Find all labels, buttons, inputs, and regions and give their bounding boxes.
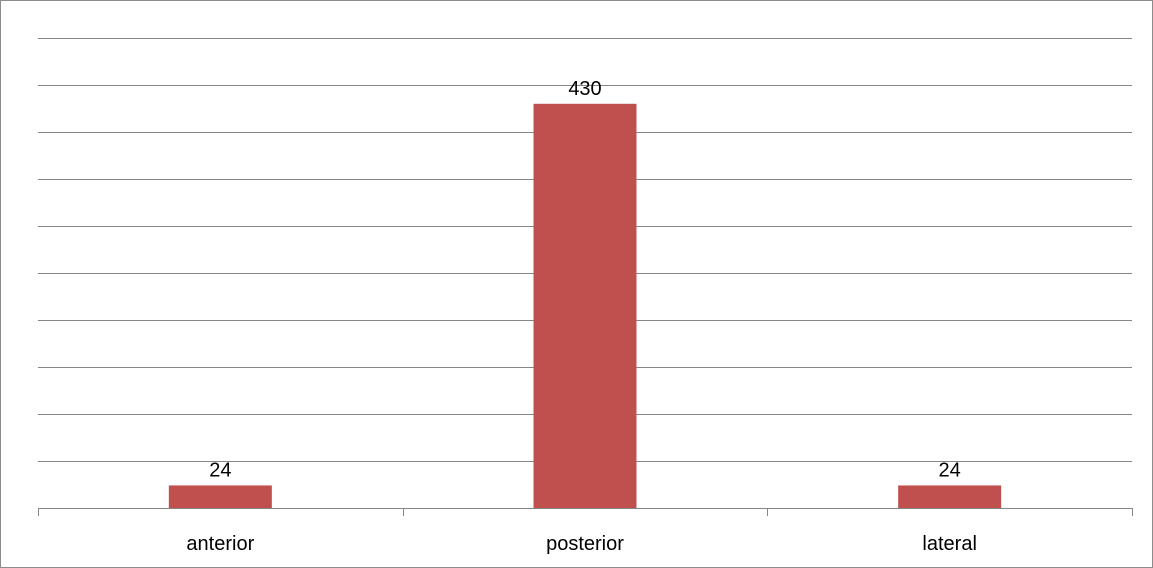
bar-anterior (168, 485, 272, 508)
bar-lateral (898, 485, 1002, 508)
bars (168, 103, 1002, 509)
data-label-lateral: 24 (939, 459, 961, 481)
x-axis (38, 508, 1133, 516)
x-tick-label-lateral: lateral (922, 533, 976, 555)
x-tick-label-posterior: posterior (546, 533, 624, 555)
bar-posterior (533, 103, 637, 509)
data-label-posterior: 430 (568, 78, 601, 100)
data-label-anterior: 24 (209, 459, 231, 481)
data-labels: 24 430 24 (209, 78, 961, 482)
x-tick-label-anterior: anterior (186, 533, 254, 555)
x-tick-labels: anterior posterior lateral (186, 533, 976, 555)
